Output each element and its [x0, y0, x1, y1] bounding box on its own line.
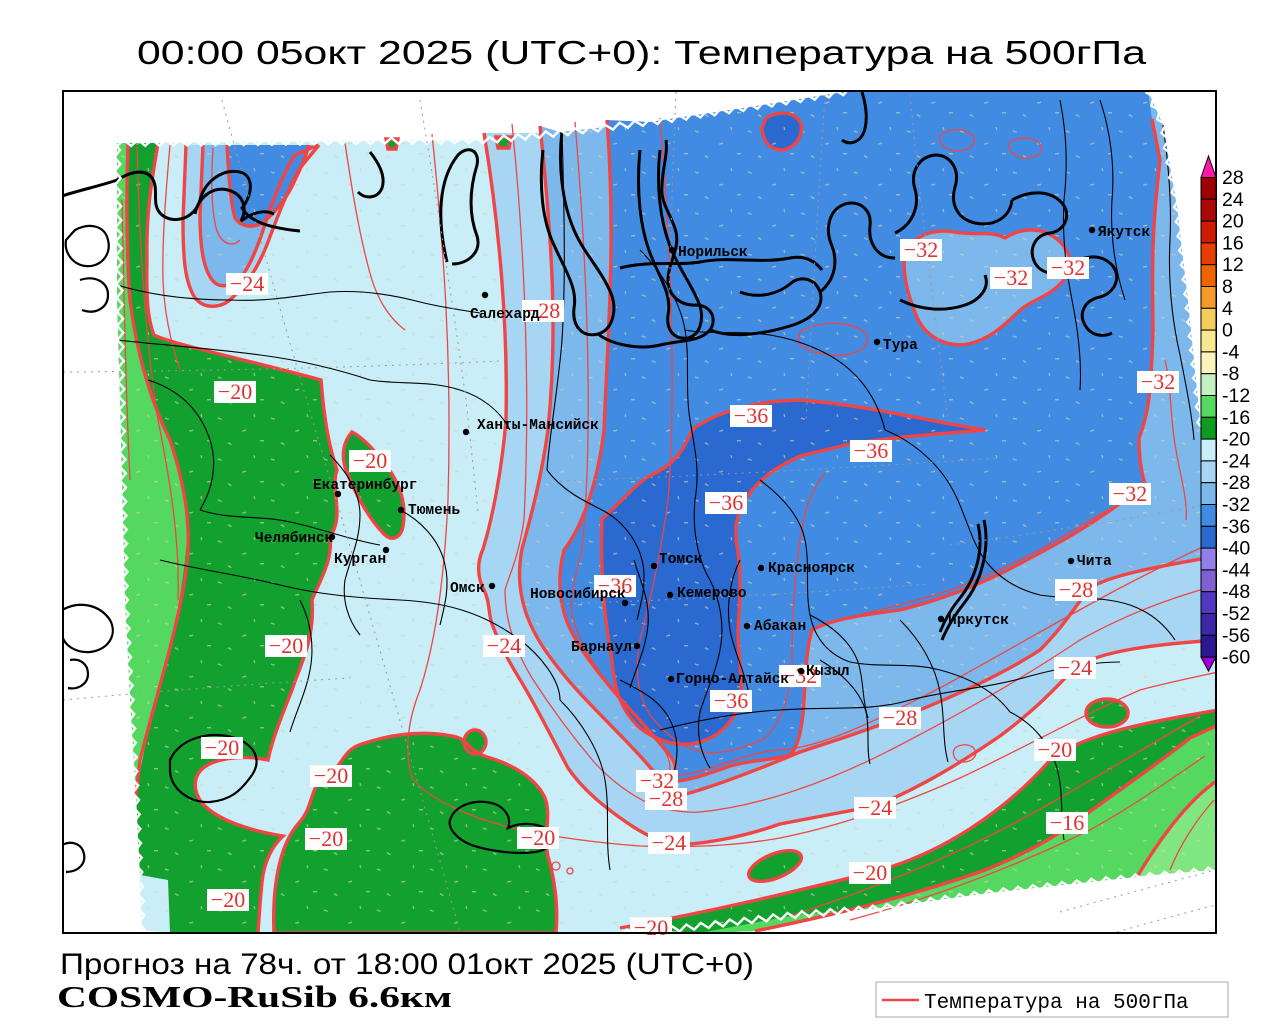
svg-text:Иркутск: Иркутск	[948, 613, 1009, 629]
svg-text:Якутск: Якутск	[1098, 225, 1151, 241]
svg-text:-52: -52	[1222, 603, 1250, 625]
svg-text:−28: −28	[526, 298, 560, 323]
svg-text:4: 4	[1222, 298, 1233, 320]
svg-text:−20: −20	[853, 860, 887, 885]
svg-text:Курган: Курган	[334, 552, 386, 568]
svg-text:−36: −36	[854, 438, 888, 463]
svg-text:−24: −24	[487, 633, 521, 658]
svg-text:Горно-Алтайск: Горно-Алтайск	[676, 672, 789, 688]
svg-text:−20: −20	[205, 735, 239, 760]
svg-text:-4: -4	[1222, 341, 1239, 363]
svg-text:Салехард: Салехард	[470, 307, 540, 323]
svg-text:-16: -16	[1222, 407, 1250, 429]
svg-text:-44: -44	[1222, 559, 1250, 581]
svg-text:8: 8	[1222, 276, 1233, 298]
svg-text:Ханты-Мансийск: Ханты-Мансийск	[477, 418, 599, 434]
svg-text:Новосибирск: Новосибирск	[530, 587, 626, 603]
svg-text:-36: -36	[1222, 516, 1250, 538]
svg-text:Екатеринбург: Екатеринбург	[313, 478, 417, 494]
svg-text:Красноярск: Красноярск	[768, 561, 855, 577]
svg-text:−20: −20	[521, 825, 555, 850]
svg-text:0: 0	[1222, 320, 1233, 342]
svg-text:-28: -28	[1222, 472, 1250, 494]
svg-text:24: 24	[1222, 189, 1244, 211]
svg-text:−20: −20	[634, 915, 668, 940]
svg-text:-56: -56	[1222, 625, 1250, 647]
svg-text:−32: −32	[1051, 255, 1085, 280]
svg-text:-12: -12	[1222, 385, 1250, 407]
svg-text:Челябинск: Челябинск	[255, 531, 334, 547]
svg-text:−32: −32	[1141, 369, 1175, 394]
svg-text:-32: -32	[1222, 494, 1250, 516]
svg-text:Томск: Томск	[659, 552, 703, 568]
svg-text:-24: -24	[1222, 450, 1250, 472]
svg-text:−20: −20	[269, 633, 303, 658]
svg-text:Температура на 500гПа: Температура на 500гПа	[924, 992, 1189, 1015]
svg-text:−24: −24	[230, 271, 264, 296]
svg-text:−20: −20	[314, 763, 348, 788]
svg-text:−36: −36	[714, 688, 748, 713]
svg-text:Кызыл: Кызыл	[806, 664, 850, 680]
svg-text:−32: −32	[994, 265, 1028, 290]
svg-text:−28: −28	[883, 705, 917, 730]
svg-text:Барнаул: Барнаул	[571, 640, 632, 656]
svg-text:Чита: Чита	[1077, 554, 1112, 570]
svg-text:−24: −24	[858, 795, 892, 820]
svg-text:-40: -40	[1222, 538, 1250, 560]
svg-text:−20: −20	[353, 448, 387, 473]
svg-text:−20: −20	[309, 826, 343, 851]
svg-text:−16: −16	[1050, 810, 1084, 835]
svg-text:-48: -48	[1222, 581, 1250, 603]
svg-text:16: 16	[1222, 232, 1244, 254]
svg-text:Абакан: Абакан	[754, 619, 806, 635]
svg-text:−36: −36	[598, 573, 632, 598]
svg-text:Тура: Тура	[883, 338, 918, 354]
svg-text:00:00 05окт 2025 (UTC+0): Темп: 00:00 05окт 2025 (UTC+0): Температура на…	[137, 34, 1147, 71]
svg-text:12: 12	[1222, 254, 1244, 276]
svg-text:-8: -8	[1222, 363, 1239, 385]
svg-text:−28: −28	[1059, 577, 1093, 602]
svg-text:Кемерово: Кемерово	[677, 586, 747, 602]
svg-text:Норильск: Норильск	[678, 245, 748, 261]
svg-text:20: 20	[1222, 211, 1244, 233]
svg-text:−36: −36	[734, 403, 768, 428]
svg-text:−28: −28	[649, 786, 683, 811]
svg-text:−36: −36	[709, 490, 743, 515]
svg-text:-20: -20	[1222, 429, 1250, 451]
svg-text:−20: −20	[211, 887, 245, 912]
svg-text:−20: −20	[218, 379, 252, 404]
svg-text:COSMO-RuSib 6.6км: COSMO-RuSib 6.6км	[57, 979, 452, 1014]
svg-text:28: 28	[1222, 167, 1244, 189]
svg-text:−32: −32	[1113, 481, 1147, 506]
svg-text:−20: −20	[1038, 737, 1072, 762]
svg-text:-60: -60	[1222, 647, 1250, 669]
svg-text:Прогноз на 78ч. от 18:00 01окт: Прогноз на 78ч. от 18:00 01окт 2025 (UTC…	[60, 948, 754, 981]
svg-text:−32: −32	[904, 237, 938, 262]
svg-text:−24: −24	[1058, 655, 1092, 680]
svg-text:−24: −24	[652, 830, 686, 855]
svg-text:Тюмень: Тюмень	[408, 503, 461, 519]
svg-text:Омск: Омск	[450, 581, 485, 597]
svg-text:−32: −32	[783, 663, 817, 688]
